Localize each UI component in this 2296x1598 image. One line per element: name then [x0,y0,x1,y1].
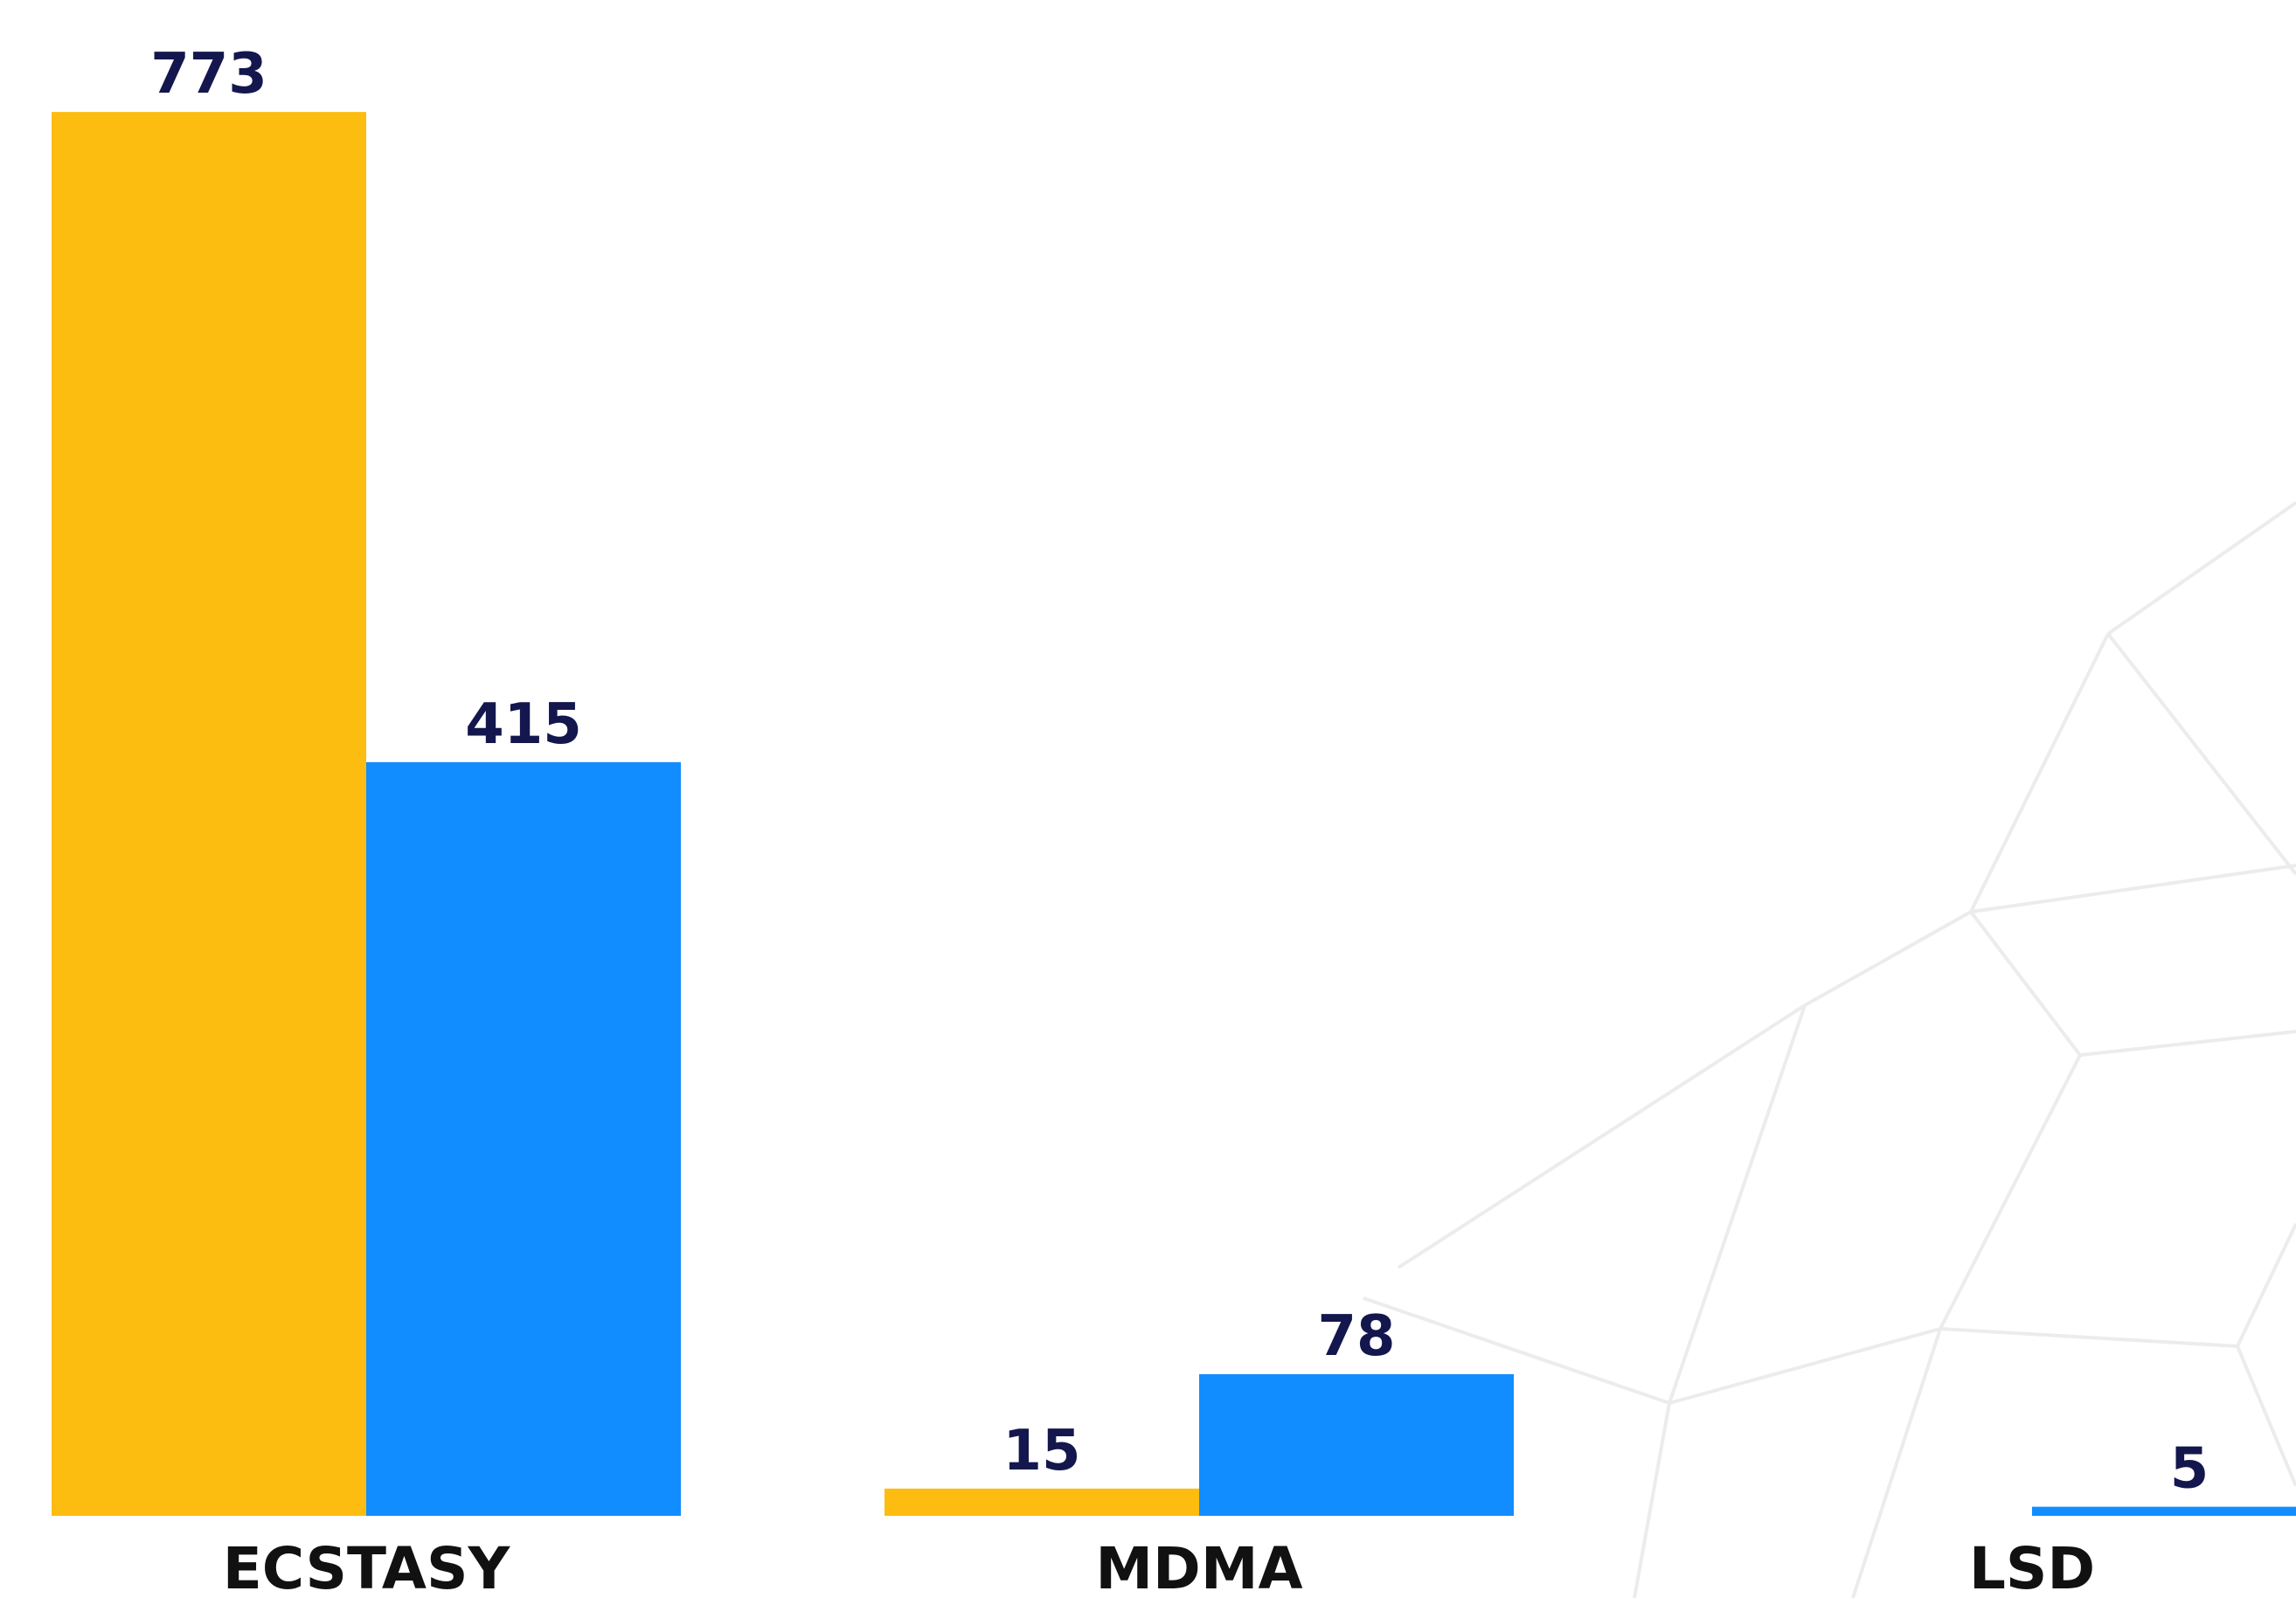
x-tick-label: MDMA [1095,1535,1302,1598]
x-tick-label: ECSTASY [223,1535,511,1598]
data-label: 415 [465,692,582,757]
data-label: 773 [150,42,267,107]
bar [366,761,681,1516]
bar [2032,1506,2296,1516]
data-label: 15 [1002,1419,1080,1483]
x-tick-label: LSD [1969,1535,2095,1598]
bar [884,1488,1199,1516]
bar [52,112,366,1516]
bar [1199,1373,1514,1516]
background-mesh [1363,501,2296,1598]
data-label: 5 [2170,1437,2209,1502]
data-label: 78 [1317,1304,1395,1369]
